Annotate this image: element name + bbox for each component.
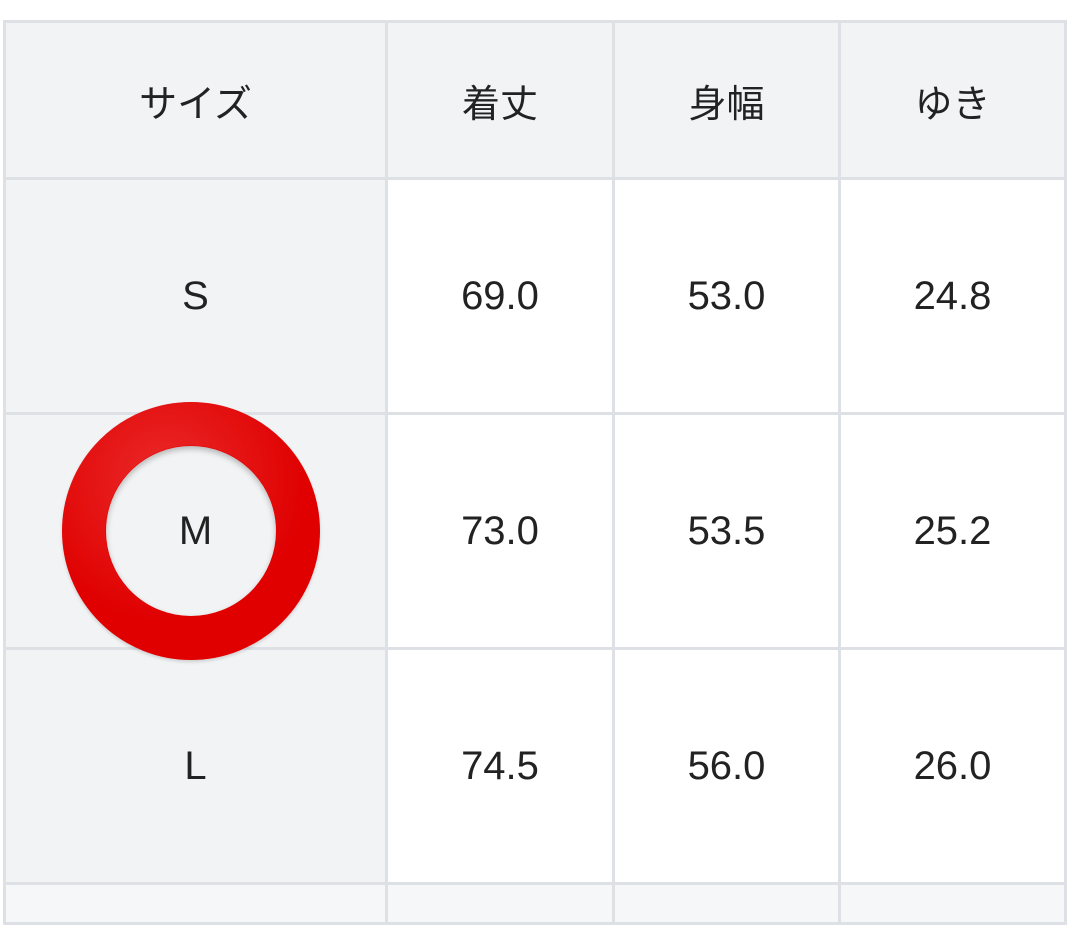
table-row: L 74.5 56.0 26.0 [6, 650, 1067, 885]
sleeve-value: 25.2 [841, 415, 1067, 650]
size-table: サイズ 着丈 身幅 ゆき S 69.0 53.0 24.8 M 73.0 53.… [3, 20, 1067, 925]
empty-cell [841, 885, 1067, 925]
length-value: 73.0 [388, 415, 615, 650]
length-value: 74.5 [388, 650, 615, 885]
table-row: M 73.0 53.5 25.2 [6, 415, 1067, 650]
header-sleeve: ゆき [841, 23, 1067, 180]
table-row: S 69.0 53.0 24.8 [6, 180, 1067, 415]
length-value: 69.0 [388, 180, 615, 415]
header-length: 着丈 [388, 23, 615, 180]
header-width: 身幅 [615, 23, 841, 180]
size-label: L [6, 650, 388, 885]
size-label: S [6, 180, 388, 415]
size-label: M [6, 415, 388, 650]
empty-cell [388, 885, 615, 925]
width-value: 53.5 [615, 415, 841, 650]
width-value: 56.0 [615, 650, 841, 885]
sleeve-value: 26.0 [841, 650, 1067, 885]
table-header-row: サイズ 着丈 身幅 ゆき [6, 23, 1067, 180]
table-row-partial [6, 885, 1067, 925]
width-value: 53.0 [615, 180, 841, 415]
empty-cell [6, 885, 388, 925]
empty-cell [615, 885, 841, 925]
sleeve-value: 24.8 [841, 180, 1067, 415]
header-size: サイズ [6, 23, 388, 180]
